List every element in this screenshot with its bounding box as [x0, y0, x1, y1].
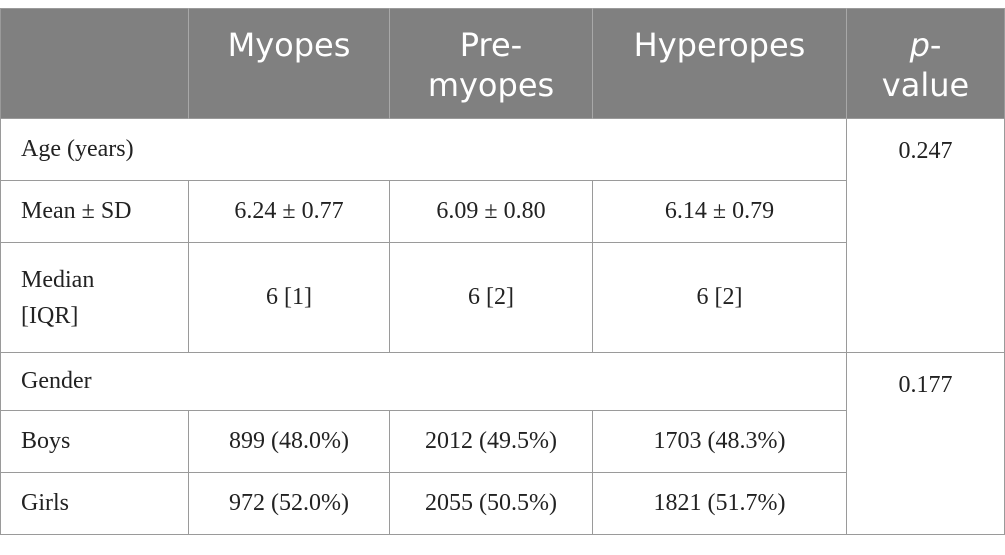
- p-value-age: 0.247: [846, 118, 1005, 353]
- cell-mean-myopes: 6.24 ± 0.77: [188, 180, 390, 243]
- cell-boys-premyopes: 2012 (49.5%): [389, 410, 593, 473]
- row-label-iqr: [IQR]: [21, 302, 79, 329]
- cell-mean-premyopes: 6.09 ± 0.80: [389, 180, 593, 243]
- row-label-median-iqr: Median [IQR]: [0, 242, 189, 353]
- row-label-girls: Girls: [0, 472, 189, 535]
- header-hyperopes: Hyperopes: [592, 8, 847, 119]
- header-empty-cell: [0, 8, 189, 119]
- section-label-gender: Gender: [0, 352, 847, 411]
- header-p-value-word: value: [881, 66, 970, 104]
- cell-boys-hyperopes: 1703 (48.3%): [592, 410, 847, 473]
- section-label-age: Age (years): [0, 118, 847, 181]
- row-label-boys: Boys: [0, 410, 189, 473]
- header-premyopes: Pre- myopes: [389, 8, 593, 119]
- header-premyopes-line2: myopes: [427, 66, 555, 104]
- table-row-gender-boys: Boys 899 (48.0%) 2012 (49.5%) 1703 (48.3…: [0, 410, 1005, 473]
- header-p-value: p- value: [846, 8, 1005, 119]
- table-header: Myopes Pre- myopes Hyperopes p- value: [0, 8, 1005, 119]
- header-myopes: Myopes: [188, 8, 390, 119]
- cell-boys-myopes: 899 (48.0%): [188, 410, 390, 473]
- header-premyopes-line1: Pre-: [459, 26, 523, 64]
- header-row: Myopes Pre- myopes Hyperopes p- value: [0, 8, 1005, 119]
- cell-girls-hyperopes: 1821 (51.7%): [592, 472, 847, 535]
- p-value-gender: 0.177: [846, 352, 1005, 535]
- cell-girls-premyopes: 2055 (50.5%): [389, 472, 593, 535]
- row-label-mean-sd: Mean ± SD: [0, 180, 189, 243]
- header-p-letter: p: [909, 26, 930, 64]
- header-p-dash: -: [929, 26, 942, 64]
- cell-median-premyopes: 6 [2]: [389, 242, 593, 353]
- table-row-age-label: Age (years) 0.247: [0, 118, 1005, 353]
- table-row-gender-label: Gender 0.177: [0, 352, 1005, 535]
- cell-median-myopes: 6 [1]: [188, 242, 390, 353]
- demographics-table: Myopes Pre- myopes Hyperopes p- value Ag…: [0, 8, 1005, 535]
- cell-mean-hyperopes: 6.14 ± 0.79: [592, 180, 847, 243]
- table-body: Age (years) 0.247 Mean ± SD 6.24 ± 0.77 …: [0, 118, 1005, 535]
- table-row-gender-girls: Girls 972 (52.0%) 2055 (50.5%) 1821 (51.…: [0, 472, 1005, 535]
- row-label-median: Median: [21, 266, 95, 293]
- cell-girls-myopes: 972 (52.0%): [188, 472, 390, 535]
- cell-median-hyperopes: 6 [2]: [592, 242, 847, 353]
- table-row-age-median: Median [IQR] 6 [1] 6 [2] 6 [2]: [0, 242, 1005, 353]
